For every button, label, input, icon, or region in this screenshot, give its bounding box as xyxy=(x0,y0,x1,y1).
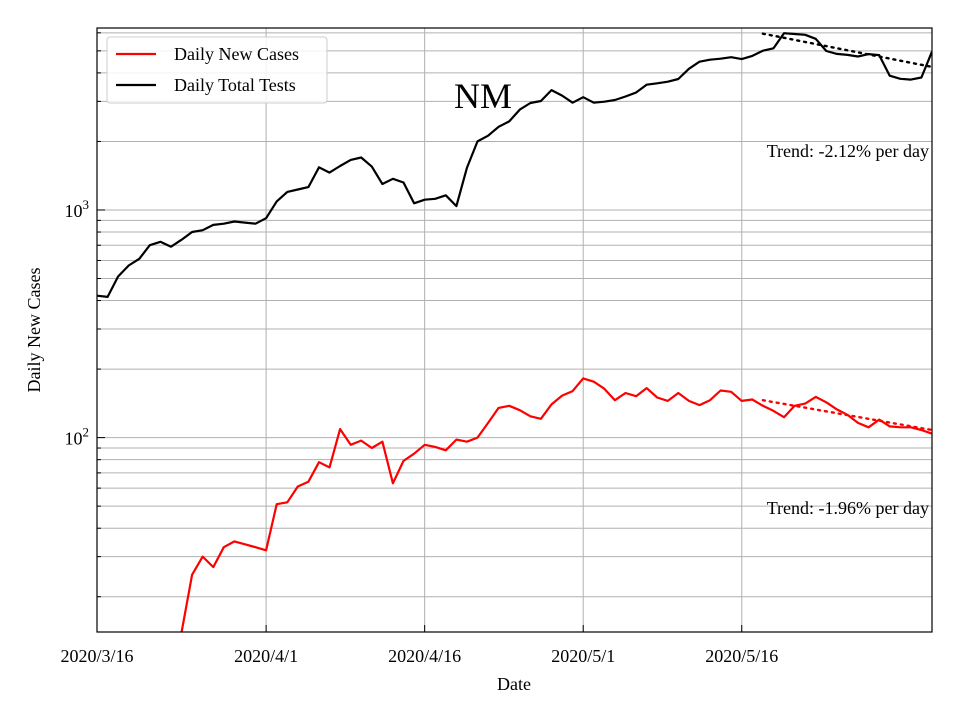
x-tick-label: 2020/4/16 xyxy=(388,646,461,666)
trend-annotation-tests: Trend: -2.12% per day xyxy=(767,141,929,161)
series-line-daily-total-tests xyxy=(97,32,932,298)
legend: Daily New Cases Daily Total Tests xyxy=(106,36,328,104)
trend-line-daily-total-tests xyxy=(761,32,932,69)
y-tick-label: 103 xyxy=(65,197,90,221)
legend-label-cases: Daily New Cases xyxy=(174,44,299,64)
trend-layer xyxy=(761,32,932,432)
y-axis-label: Daily New Cases xyxy=(24,268,44,393)
x-tick-label: 2020/4/1 xyxy=(234,646,298,666)
grid xyxy=(96,28,932,632)
ticks: 2020/3/16 2020/4/1 2020/4/16 2020/5/1 2020/5… xyxy=(60,32,778,666)
x-tick-label: 2020/5/1 xyxy=(551,646,615,666)
trend-annotation-cases: Trend: -1.96% per day xyxy=(767,498,929,518)
x-tick-label: 2020/5/16 xyxy=(705,646,778,666)
trend-line-daily-new-cases xyxy=(761,399,932,432)
x-tick-label: 2020/3/16 xyxy=(60,646,133,666)
legend-label-tests: Daily Total Tests xyxy=(174,75,296,95)
series-layer xyxy=(97,32,932,632)
y-tick-label: 102 xyxy=(65,425,90,449)
legend-box xyxy=(106,36,328,104)
x-axis-label: Date xyxy=(497,674,531,694)
series-line-daily-new-cases xyxy=(180,377,932,632)
chart-title: NM xyxy=(454,76,512,116)
plot-frame xyxy=(96,27,933,633)
